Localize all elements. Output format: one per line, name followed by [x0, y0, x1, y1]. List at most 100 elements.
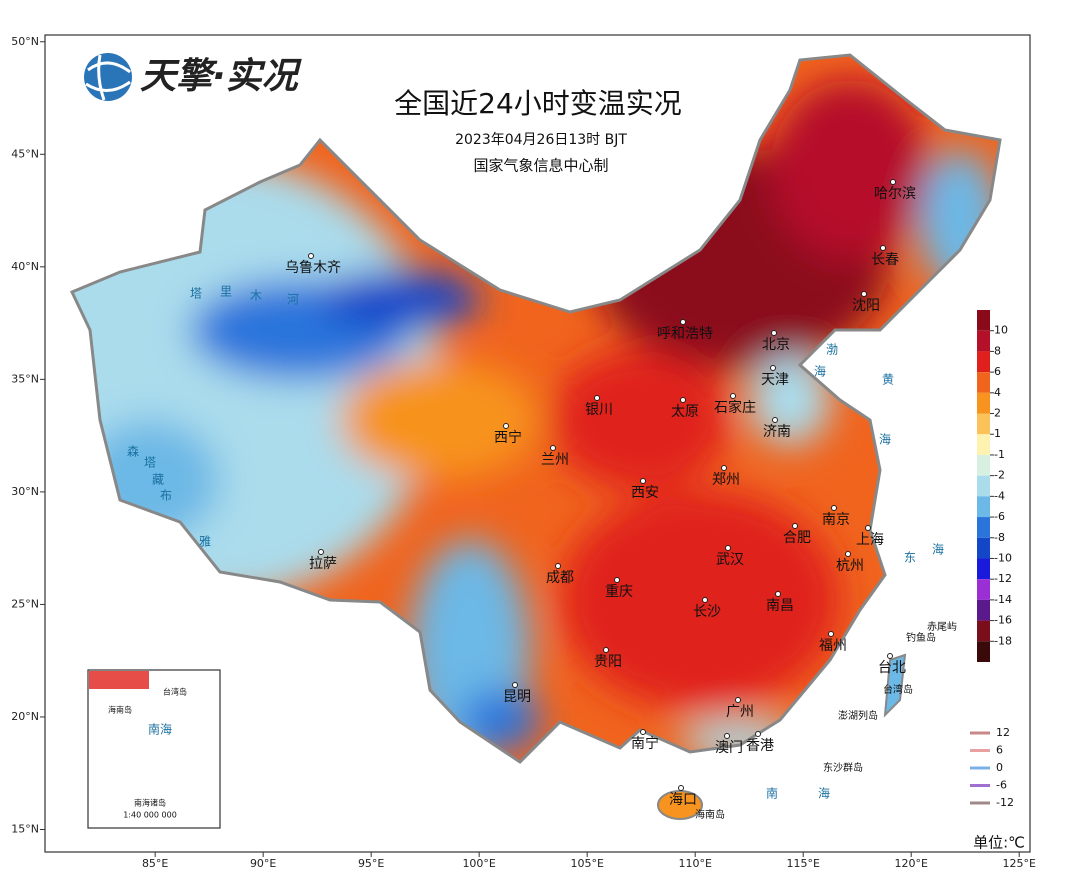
water-label: 雅	[199, 534, 211, 549]
colorbar-label: 2	[994, 407, 1001, 420]
colorbar-block	[977, 599, 990, 621]
unit-label: 单位:℃	[973, 834, 1025, 852]
colorbar-label: -6	[994, 510, 1005, 523]
line-legend-label: -12	[996, 796, 1014, 809]
place-label: 南京	[822, 512, 850, 528]
place-label: 乌鲁木齐	[285, 260, 341, 276]
field-blob	[750, 355, 830, 445]
place-label: 杭州	[836, 558, 864, 574]
water-label: 河	[287, 293, 299, 307]
place-label: 海南岛	[695, 808, 725, 821]
city-dot	[730, 393, 736, 399]
place-label: 济南	[763, 424, 791, 440]
city-dot	[512, 682, 518, 688]
x-tick-label: 120°E	[894, 857, 927, 870]
city-dot	[865, 525, 871, 531]
inset-label: 海南岛	[108, 705, 132, 715]
place-label: 广州	[726, 704, 754, 720]
water-label: 藏	[152, 473, 164, 487]
hainan-island	[657, 790, 703, 820]
taiwan-island	[883, 653, 907, 718]
city-dot	[550, 445, 556, 451]
colorbar-label: -16	[994, 614, 1012, 627]
field-blob	[320, 270, 480, 330]
city-dot	[880, 245, 886, 251]
colorbar-block	[977, 372, 990, 393]
place-label: 太原	[671, 404, 699, 420]
x-tick-label: 85°E	[142, 857, 168, 870]
water-label: 海	[932, 542, 944, 557]
city-dot	[828, 631, 834, 637]
water-label: 东	[904, 551, 916, 565]
city-dot	[680, 397, 686, 403]
field-blob	[770, 80, 930, 260]
inset-label: 南海诸岛	[134, 798, 166, 808]
colorbar-label: -14	[994, 593, 1012, 606]
place-label: 贵阳	[594, 654, 622, 670]
line-legend-label: 6	[996, 744, 1003, 757]
city-dot	[755, 731, 761, 737]
colorbar-block	[977, 579, 990, 600]
x-tick-label: 100°E	[462, 857, 495, 870]
colorbar-block	[977, 351, 990, 373]
logo-text: 天擎·实况	[140, 56, 303, 97]
place-label: 郑州	[712, 472, 740, 488]
place-label: 沈阳	[852, 298, 880, 314]
place-label: 成都	[546, 570, 574, 586]
city-dot	[770, 365, 776, 371]
city-dot	[594, 395, 600, 401]
y-tick-label: 40°N	[11, 260, 39, 273]
city-dot	[318, 549, 324, 555]
inset-frame	[87, 669, 221, 829]
colorbar-block	[977, 310, 990, 331]
field-blob	[340, 360, 540, 480]
map-issuer: 国家气象信息中心制	[473, 157, 608, 175]
colorbar-block	[977, 392, 990, 414]
inset-label: 南海	[148, 722, 172, 737]
x-tick-label: 115°E	[786, 857, 819, 870]
place-label: 兰州	[541, 452, 569, 468]
line-legend-label: 0	[996, 761, 1003, 774]
city-dot	[775, 591, 781, 597]
place-label: 上海	[856, 532, 884, 548]
x-tick-label: 105°E	[570, 857, 603, 870]
y-tick-label: 30°N	[11, 485, 39, 498]
colorbar-label: -2	[994, 469, 1005, 482]
water-label: 塔	[144, 456, 156, 470]
city-dot	[555, 563, 561, 569]
colorbar-label: 1	[994, 427, 1001, 440]
y-tick-label: 20°N	[11, 710, 39, 723]
place-label: 赤尾屿	[927, 621, 957, 633]
city-dot	[640, 478, 646, 484]
water-label: 塔	[190, 287, 202, 301]
place-label: 银川	[585, 402, 613, 418]
colorbar-label: -8	[994, 531, 1005, 544]
water-label: 布	[160, 489, 172, 503]
colorbar-block	[977, 496, 990, 518]
inset-label: 1:40 000 000	[123, 811, 177, 820]
place-label: 福州	[819, 638, 847, 654]
place-label: 北京	[762, 337, 790, 353]
place-label: 长春	[871, 252, 899, 268]
colorbar-label: 4	[994, 386, 1001, 399]
logo-globe-lines	[85, 54, 131, 101]
city-dot	[725, 545, 731, 551]
place-label: 重庆	[605, 584, 633, 600]
city-dot	[308, 253, 314, 259]
x-tick-label: 125°E	[1002, 857, 1035, 870]
colorbar-label: -18	[994, 634, 1012, 647]
x-tick-label: 110°E	[678, 857, 711, 870]
china-border	[69, 53, 1002, 764]
inset-label: 台湾岛	[163, 687, 187, 697]
y-tick-label: 35°N	[11, 372, 39, 385]
colorbar-label: -12	[994, 572, 1012, 585]
colorbar-label: 6	[994, 365, 1001, 378]
colorbar-block	[977, 434, 990, 455]
place-label: 香港	[746, 738, 774, 754]
city-dot	[771, 330, 777, 336]
water-label: 南	[766, 786, 778, 801]
place-label: 天津	[761, 372, 789, 388]
place-label: 钓鱼岛	[906, 631, 936, 644]
place-label: 哈尔滨	[874, 186, 916, 202]
